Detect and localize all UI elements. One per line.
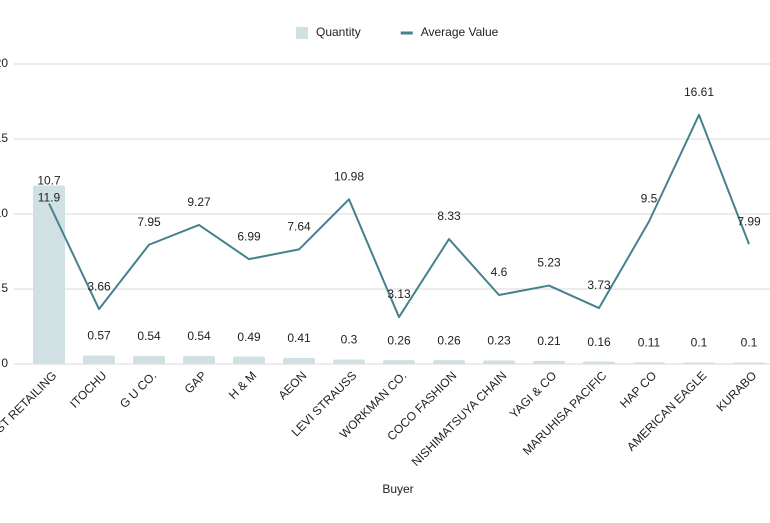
bar: [33, 185, 65, 364]
x-tick-label: KURABO: [714, 368, 760, 414]
bar: [283, 357, 315, 364]
bar: [433, 360, 465, 364]
x-tick-label: ITOCHU: [67, 368, 109, 410]
bar-value-label: 11.9: [38, 191, 61, 205]
x-tick-label: H & M: [226, 368, 259, 401]
line-value-label: 7.99: [737, 214, 761, 228]
line-value-label: 7.64: [287, 220, 311, 234]
bar-value-label: 0.1: [691, 336, 708, 350]
bar-value-label: 0.54: [187, 329, 211, 343]
bar-value-label: 0.26: [437, 333, 461, 347]
bar: [483, 360, 515, 364]
line-value-label: 8.33: [437, 209, 461, 223]
bar: [83, 355, 115, 364]
legend-label: Average Value: [421, 25, 499, 39]
bar-value-label: 0.41: [287, 331, 311, 345]
bar-value-label: 0.21: [537, 334, 561, 348]
line-value-label: 9.5: [641, 192, 658, 206]
bar: [633, 362, 665, 364]
bar-value-label: 0.54: [137, 329, 161, 343]
line-value-label: 6.99: [237, 229, 261, 243]
y-tick-label: 10: [0, 206, 8, 220]
legend-swatch: [296, 27, 308, 39]
bar-value-label: 0.49: [237, 330, 261, 344]
line-value-label: 3.13: [387, 287, 411, 301]
y-tick-label: 0: [1, 356, 8, 370]
bar: [333, 359, 365, 364]
y-tick-label: 15: [0, 131, 8, 145]
bar: [733, 362, 765, 364]
bar: [233, 356, 265, 364]
x-tick-label: YAGI & CO: [507, 368, 560, 421]
line-value-label: 3.73: [587, 278, 611, 292]
bar: [533, 360, 565, 364]
bar-value-label: 0.26: [387, 333, 411, 347]
y-tick-label: 20: [0, 56, 8, 70]
x-tick-label: G U CO.: [117, 368, 159, 410]
line-value-label: 3.66: [87, 279, 111, 293]
x-tick-label: FAST RETAILING: [0, 368, 59, 445]
line-series: [48, 113, 750, 319]
x-tick-label: MARUHISA PACIFIC: [520, 368, 610, 458]
y-tick-label: 5: [1, 281, 8, 295]
bar-value-label: 0.57: [87, 329, 111, 343]
bar: [383, 360, 415, 364]
bar-value-label: 0.11: [638, 336, 661, 350]
x-tick-label: GAP: [182, 368, 210, 396]
bar-value-label: 0.23: [487, 334, 511, 348]
line-value-label: 4.6: [491, 265, 508, 279]
bar-value-label: 0.16: [587, 335, 611, 349]
x-tick-label: AEON: [275, 368, 309, 402]
bar-value-label: 0.3: [341, 333, 358, 347]
line-value-label: 7.95: [137, 215, 161, 229]
line-value-label: 9.27: [187, 195, 211, 209]
legend-label: Quantity: [316, 25, 361, 39]
legend-item: Quantity: [296, 25, 361, 39]
line-value-label: 10.7: [37, 174, 61, 188]
line-value-label: 5.23: [537, 256, 561, 270]
x-axis-title: Buyer: [382, 482, 413, 496]
bar: [183, 355, 215, 364]
bar: [683, 362, 715, 364]
x-tick-label: NISHIMATSUYA CHAIN: [409, 368, 510, 469]
line-value-label: 10.98: [334, 169, 364, 183]
x-tick-label: HAP CO: [617, 368, 659, 410]
legend-item: Average Value: [400, 25, 499, 39]
line-value-label: 16.61: [684, 85, 714, 99]
bar-value-label: 0.1: [741, 336, 758, 350]
bar: [133, 355, 165, 364]
bar: [583, 361, 615, 364]
